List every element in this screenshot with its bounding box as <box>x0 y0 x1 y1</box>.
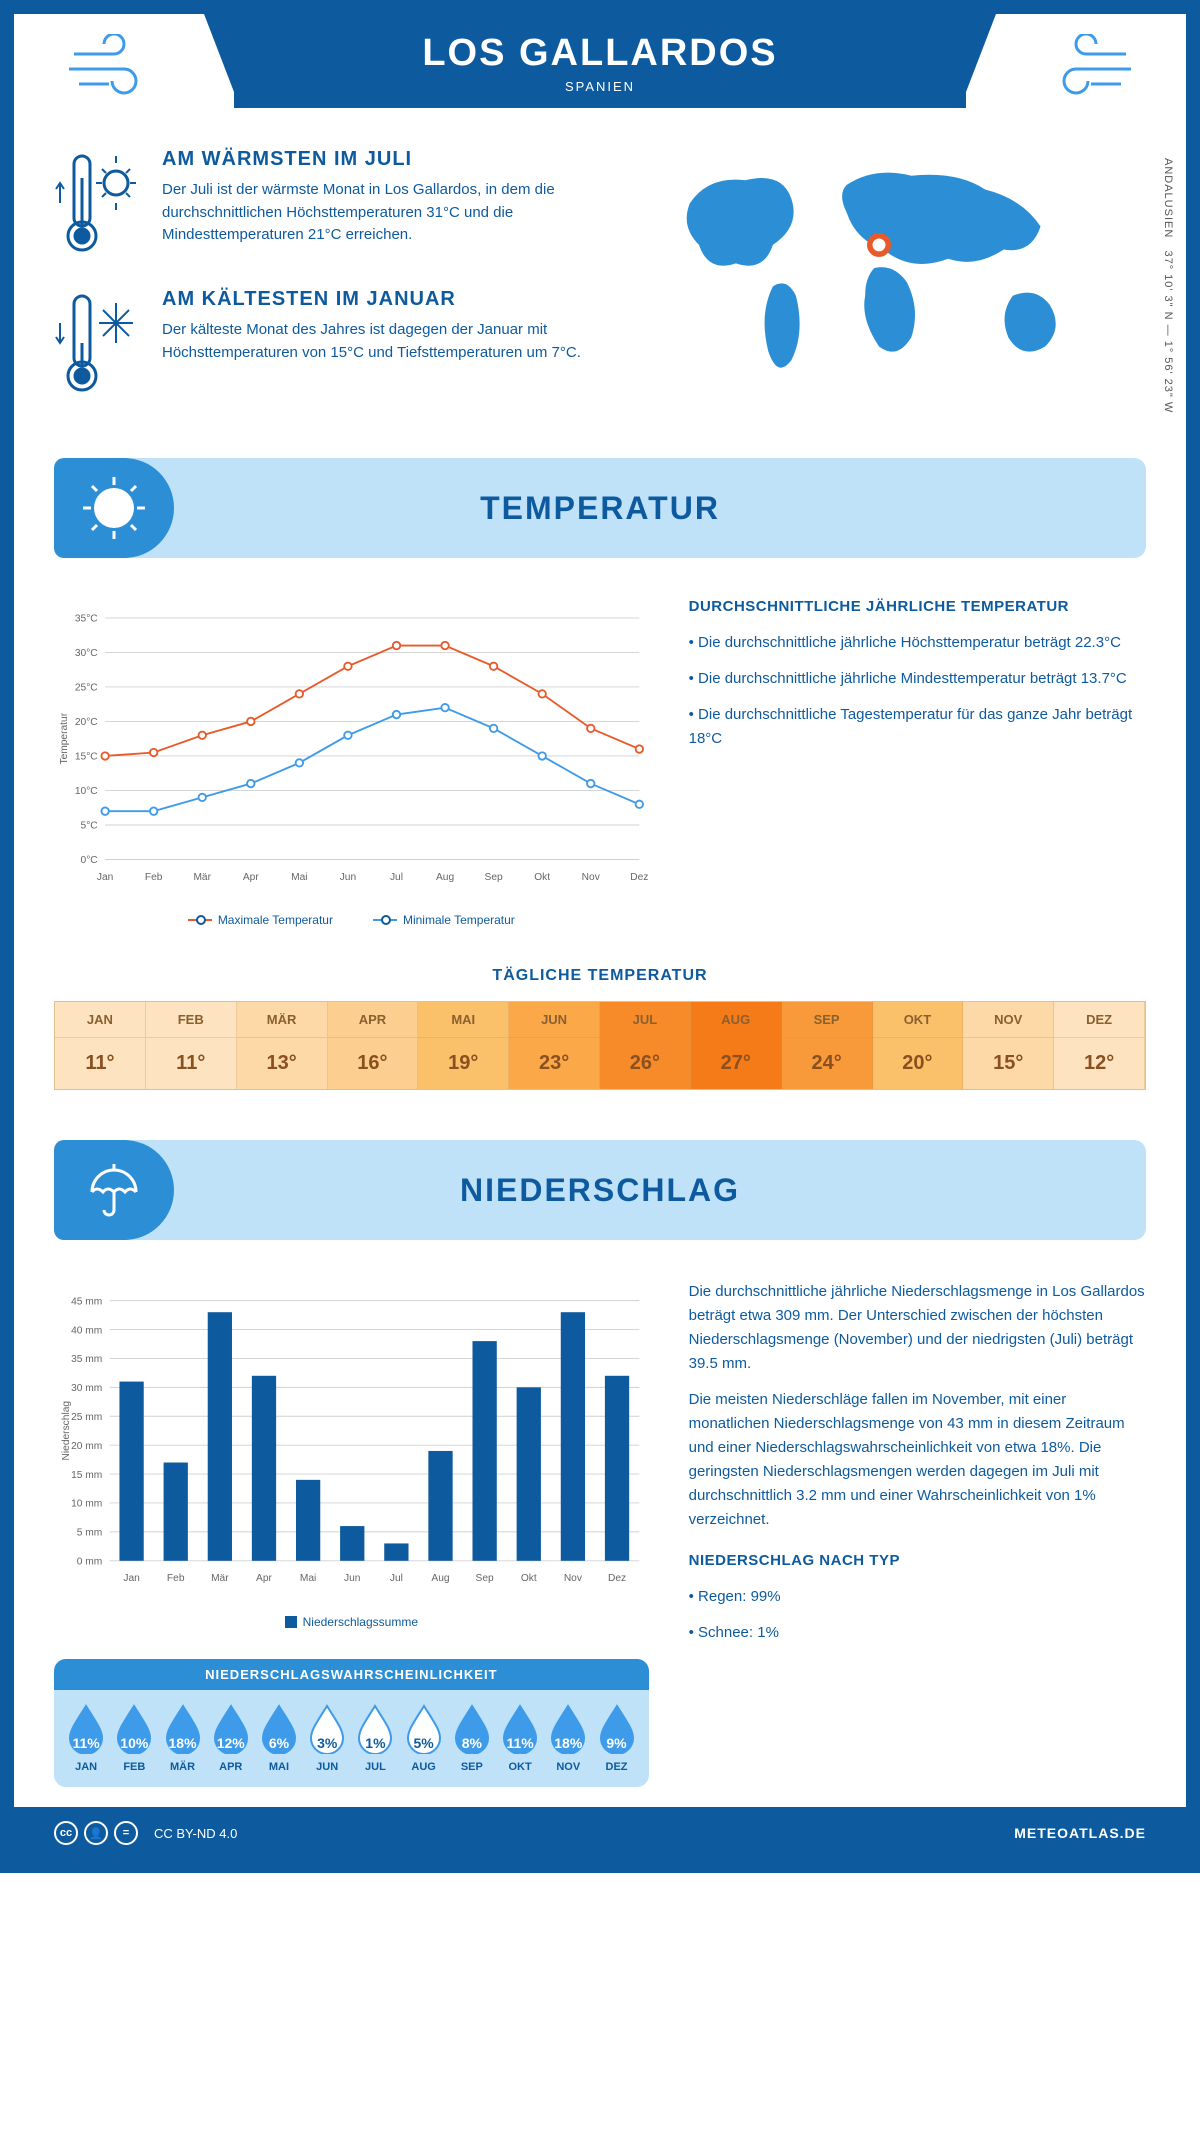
svg-text:Okt: Okt <box>534 872 550 883</box>
precip-probability-box: NIEDERSCHLAGSWAHRSCHEINLICHKEIT 11% JAN … <box>54 1659 649 1787</box>
svg-text:Jun: Jun <box>344 1573 361 1584</box>
svg-text:35°C: 35°C <box>75 614 98 625</box>
warmest-text: Der Juli ist der wärmste Monat in Los Ga… <box>162 179 610 247</box>
prob-drop: 18% NOV <box>546 1702 590 1773</box>
svg-text:40 mm: 40 mm <box>71 1325 102 1336</box>
wind-icon-left <box>64 34 174 104</box>
svg-text:Niederschlag: Niederschlag <box>61 1401 72 1461</box>
city-name: LOS GALLARDOS <box>234 32 966 75</box>
by-icon: 👤 <box>84 1821 108 1845</box>
svg-text:0°C: 0°C <box>81 855 98 866</box>
svg-text:5 mm: 5 mm <box>77 1528 103 1539</box>
warmest-block: AM WÄRMSTEN IM JULI Der Juli ist der wär… <box>54 148 610 258</box>
svg-text:Sep: Sep <box>476 1573 494 1584</box>
title-banner: LOS GALLARDOS SPANIEN <box>234 14 966 108</box>
daily-temp-title: TÄGLICHE TEMPERATUR <box>54 967 1146 985</box>
prob-drop: 5% AUG <box>402 1702 446 1773</box>
prob-drop: 9% DEZ <box>594 1702 638 1773</box>
svg-text:Temperatur: Temperatur <box>59 712 70 764</box>
svg-text:25°C: 25°C <box>75 683 98 694</box>
svg-text:Nov: Nov <box>582 872 601 883</box>
temperature-header: TEMPERATUR <box>54 458 1146 558</box>
svg-text:Okt: Okt <box>521 1573 537 1584</box>
svg-text:10 mm: 10 mm <box>71 1499 102 1510</box>
svg-text:Jun: Jun <box>340 872 357 883</box>
svg-text:25 mm: 25 mm <box>71 1412 102 1423</box>
coldest-text: Der kälteste Monat des Jahres ist dagege… <box>162 319 610 364</box>
cc-icon: cc <box>54 1821 78 1845</box>
svg-text:Apr: Apr <box>256 1573 272 1584</box>
prob-drop: 6% MAI <box>257 1702 301 1773</box>
wind-icon-right <box>1026 34 1136 104</box>
coldest-block: AM KÄLTESTEN IM JANUAR Der kälteste Mona… <box>54 288 610 398</box>
svg-text:Mai: Mai <box>300 1573 316 1584</box>
svg-text:Mär: Mär <box>211 1573 229 1584</box>
svg-text:30 mm: 30 mm <box>71 1383 102 1394</box>
prob-drop: 11% OKT <box>498 1702 542 1773</box>
world-map: ANDALUSIEN 37° 10' 3" N — 1° 56' 23" W <box>640 148 1146 428</box>
prob-drop: 3% JUN <box>305 1702 349 1773</box>
prob-drop: 12% APR <box>209 1702 253 1773</box>
license-badge: cc 👤 = CC BY-ND 4.0 <box>54 1821 237 1845</box>
temp-chart-legend: Maximale Temperatur Minimale Temperatur <box>54 913 649 927</box>
country-name: SPANIEN <box>234 79 966 94</box>
svg-text:Dez: Dez <box>630 872 648 883</box>
svg-text:Mai: Mai <box>291 872 307 883</box>
svg-text:20 mm: 20 mm <box>71 1441 102 1452</box>
svg-text:Feb: Feb <box>145 872 163 883</box>
site-name: METEOATLAS.DE <box>1014 1825 1146 1841</box>
daily-temp-table: JANFEBMÄRAPRMAIJUNJULAUGSEPOKTNOVDEZ11°1… <box>54 1001 1146 1090</box>
precip-section-title: NIEDERSCHLAG <box>460 1172 740 1209</box>
prob-drop: 11% JAN <box>64 1702 108 1773</box>
svg-text:0 mm: 0 mm <box>77 1556 103 1567</box>
temp-stats-text: DURCHSCHNITTLICHE JÄHRLICHE TEMPERATUR •… <box>689 598 1146 927</box>
precipitation-header: NIEDERSCHLAG <box>54 1140 1146 1240</box>
svg-text:Sep: Sep <box>485 872 503 883</box>
svg-text:Apr: Apr <box>243 872 259 883</box>
svg-text:15 mm: 15 mm <box>71 1470 102 1481</box>
coldest-title: AM KÄLTESTEN IM JANUAR <box>162 288 610 311</box>
svg-text:Nov: Nov <box>564 1573 583 1584</box>
umbrella-icon <box>82 1158 146 1222</box>
svg-text:Feb: Feb <box>167 1573 185 1584</box>
svg-text:Jan: Jan <box>123 1573 140 1584</box>
svg-text:Aug: Aug <box>436 872 454 883</box>
svg-text:Jul: Jul <box>390 1573 403 1584</box>
svg-text:45 mm: 45 mm <box>71 1296 102 1307</box>
svg-text:20°C: 20°C <box>75 717 98 728</box>
prob-drop: 1% JUL <box>353 1702 397 1773</box>
svg-text:30°C: 30°C <box>75 648 98 659</box>
footer-bar: cc 👤 = CC BY-ND 4.0 METEOATLAS.DE <box>14 1807 1186 1859</box>
sun-icon <box>79 473 149 543</box>
temp-section-title: TEMPERATUR <box>480 490 720 527</box>
svg-text:35 mm: 35 mm <box>71 1354 102 1365</box>
svg-text:10°C: 10°C <box>75 786 98 797</box>
nd-icon: = <box>114 1821 138 1845</box>
temperature-line-chart: 0°C 5°C 10°C 15°C 20°C 25°C 30°C 35°C Jan Feb Mär A… <box>54 598 649 927</box>
svg-text:Aug: Aug <box>431 1573 449 1584</box>
svg-text:Jul: Jul <box>390 872 403 883</box>
infographic-frame: LOS GALLARDOS SPANIEN AM WÄRMSTEN IM JUL… <box>0 0 1200 1873</box>
coordinates: ANDALUSIEN 37° 10' 3" N — 1° 56' 23" W <box>1162 158 1174 413</box>
thermometer-hot-icon <box>54 148 144 258</box>
svg-text:Jan: Jan <box>97 872 114 883</box>
prob-drop: 18% MÄR <box>160 1702 204 1773</box>
precipitation-bar-chart: 0 mm 5 mm 10 mm 15 mm 20 mm 25 mm 30 mm 35 mm 40… <box>54 1280 649 1787</box>
svg-text:5°C: 5°C <box>81 821 98 832</box>
warmest-title: AM WÄRMSTEN IM JULI <box>162 148 610 171</box>
thermometer-cold-icon <box>54 288 144 398</box>
prob-drop: 8% SEP <box>450 1702 494 1773</box>
precip-chart-legend: Niederschlagssumme <box>54 1615 649 1629</box>
prob-drop: 10% FEB <box>112 1702 156 1773</box>
svg-text:Mär: Mär <box>193 872 211 883</box>
precip-stats-text: Die durchschnittliche jährliche Niedersc… <box>689 1280 1146 1787</box>
svg-text:15°C: 15°C <box>75 752 98 763</box>
svg-text:Dez: Dez <box>608 1573 626 1584</box>
